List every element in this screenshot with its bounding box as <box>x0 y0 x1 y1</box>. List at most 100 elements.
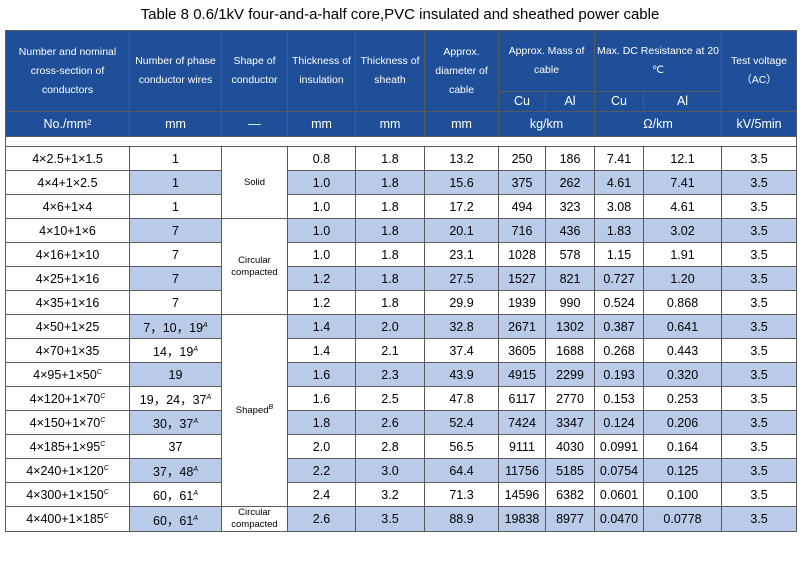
cell-mcu: 6117 <box>498 386 546 411</box>
cell-ins: 2.0 <box>287 434 356 459</box>
cell-size: 4×120+1×70C <box>5 386 130 411</box>
cell-dia: 47.8 <box>424 386 499 411</box>
cell-size: 4×4+1×2.5 <box>5 170 130 195</box>
size-footnote: C <box>100 440 106 448</box>
unit-insulation: mm <box>287 111 356 137</box>
spacer-row <box>4 136 798 147</box>
wires-footnote: A <box>193 345 198 353</box>
cell-size: 4×185+1×95C <box>5 434 130 459</box>
unit-conductors: No./mm² <box>5 111 130 137</box>
cell-mcu: 1028 <box>498 242 546 267</box>
cell-dia: 20.1 <box>424 218 499 243</box>
cell-sheath: 2.6 <box>355 410 425 435</box>
size-text: 4×50+1×25 <box>35 319 100 334</box>
shape-text: Circular <box>238 254 271 266</box>
cell-ral: 4.61 <box>643 194 723 219</box>
cell-size: 4×50+1×25 <box>5 314 130 339</box>
cell-mcu: 4915 <box>498 362 546 387</box>
cell-v: 3.5 <box>721 146 798 171</box>
cell-sheath: 1.8 <box>355 194 425 219</box>
wires-footnote: A <box>203 321 208 329</box>
cell-rcu: 1.83 <box>594 218 645 243</box>
cell-mal: 436 <box>544 218 596 243</box>
cell-rcu: 0.727 <box>594 266 645 291</box>
cell-dia: 52.4 <box>424 410 499 435</box>
size-footnote: C <box>100 416 106 424</box>
cell-wires: 7，10，19A <box>129 314 222 339</box>
cell-v: 3.5 <box>721 242 798 267</box>
wires-text: 14，19 <box>153 345 194 359</box>
cell-wires: 19 <box>129 362 222 387</box>
cell-sheath: 1.8 <box>355 146 425 171</box>
cell-size: 4×240+1×120C <box>5 458 130 483</box>
cell-mcu: 7424 <box>498 410 546 435</box>
cell-dia: 29.9 <box>424 290 499 315</box>
wires-text: 37，48 <box>153 465 194 479</box>
cell-dia: 56.5 <box>424 434 499 459</box>
cell-v: 3.5 <box>721 218 798 243</box>
cell-dia: 23.1 <box>424 242 499 267</box>
cell-mal: 578 <box>544 242 596 267</box>
size-footnote: C <box>96 368 102 376</box>
size-text: 4×6+1×4 <box>42 199 93 214</box>
size-footnote: C <box>103 512 109 520</box>
cell-ral: 0.0778 <box>643 506 723 532</box>
size-text: 4×240+1×120 <box>26 463 104 478</box>
table-row: 4×2.5+1×1.5 1 Solid 0.8 1.8 13.2 250 186 7.41 12.… <box>5 146 798 219</box>
header-insulation: Thickness of insulation <box>287 30 356 112</box>
cell-size: 4×25+1×16 <box>5 266 130 291</box>
unit-wires: mm <box>129 111 222 137</box>
cell-size: 4×95+1×50C <box>5 362 130 387</box>
cell-sheath: 1.8 <box>355 290 425 315</box>
cell-mcu: 375 <box>498 170 546 195</box>
cell-ins: 1.2 <box>287 266 356 291</box>
shape-text: compacted <box>231 519 278 530</box>
table-row: 4×25+1×16 7 1.2 1.8 27.5 1527 821 0.727 1.20 3.5 <box>5 266 798 291</box>
cell-size: 4×10+1×6 <box>5 218 130 243</box>
cell-sheath: 2.0 <box>355 314 425 339</box>
wires-footnote: A <box>206 393 212 401</box>
cell-dia: 32.8 <box>424 314 499 339</box>
cell-size: 4×300+1×150C <box>5 482 130 507</box>
cell-ins: 1.0 <box>287 218 356 243</box>
header-resistance: Max. DC Resistance at 20 ℃ <box>594 30 723 92</box>
cell-size: 4×400+1×185C <box>5 506 130 532</box>
size-text: 4×95+1×50 <box>33 367 97 382</box>
cell-v: 3.5 <box>721 506 798 532</box>
size-text: 4×4+1×2.5 <box>37 175 98 190</box>
cell-ral: 0.868 <box>643 290 723 315</box>
cell-wires: 7 <box>129 218 222 243</box>
table-row: 4×95+1×50C 19 1.6 2.3 43.9 4915 2299 0.193 0.320… <box>5 362 798 387</box>
cell-ral: 0.641 <box>643 314 723 339</box>
shape-circular-compacted-last: Circular compacted <box>221 506 288 532</box>
cell-ral: 0.164 <box>643 434 723 459</box>
unit-diameter: mm <box>424 111 499 137</box>
header-mass: Approx. Mass of cable <box>497 30 596 92</box>
cell-ral: 7.41 <box>643 170 723 195</box>
table-row: 4×50+1×25 7，10，19A ShapedB 1.4 2.0 32.8 2671 13… <box>5 314 798 507</box>
cell-mcu: 250 <box>498 146 546 171</box>
cell-sheath: 1.8 <box>355 266 425 291</box>
cell-dia: 15.6 <box>424 170 499 195</box>
header-res-cu: Cu <box>594 91 645 112</box>
cell-sheath: 2.5 <box>355 386 425 411</box>
cell-wires: 7 <box>129 242 222 267</box>
wires-text: 7 <box>172 223 179 238</box>
cell-dia: 13.2 <box>424 146 499 171</box>
header-sheath: Thickness of sheath <box>355 30 425 112</box>
cell-dia: 43.9 <box>424 362 499 387</box>
cell-v: 3.5 <box>721 338 798 363</box>
cell-wires: 37，48A <box>129 458 222 483</box>
unit-sheath: mm <box>355 111 425 137</box>
cell-ins: 1.0 <box>287 242 356 267</box>
cell-rcu: 4.61 <box>594 170 645 195</box>
unit-shape: — <box>221 111 288 137</box>
cell-v: 3.5 <box>721 458 798 483</box>
cell-rcu: 0.153 <box>594 386 645 411</box>
shape-shaped: ShapedB <box>221 314 288 507</box>
table-row: 4×240+1×120C 37，48A 2.2 3.0 64.4 11756 5185 0.0… <box>5 458 798 483</box>
cell-v: 3.5 <box>721 434 798 459</box>
cell-mcu: 1939 <box>498 290 546 315</box>
wires-text: 7，10，19 <box>143 321 204 335</box>
header-conductors: Number and nominal cross-section of cond… <box>5 30 130 112</box>
